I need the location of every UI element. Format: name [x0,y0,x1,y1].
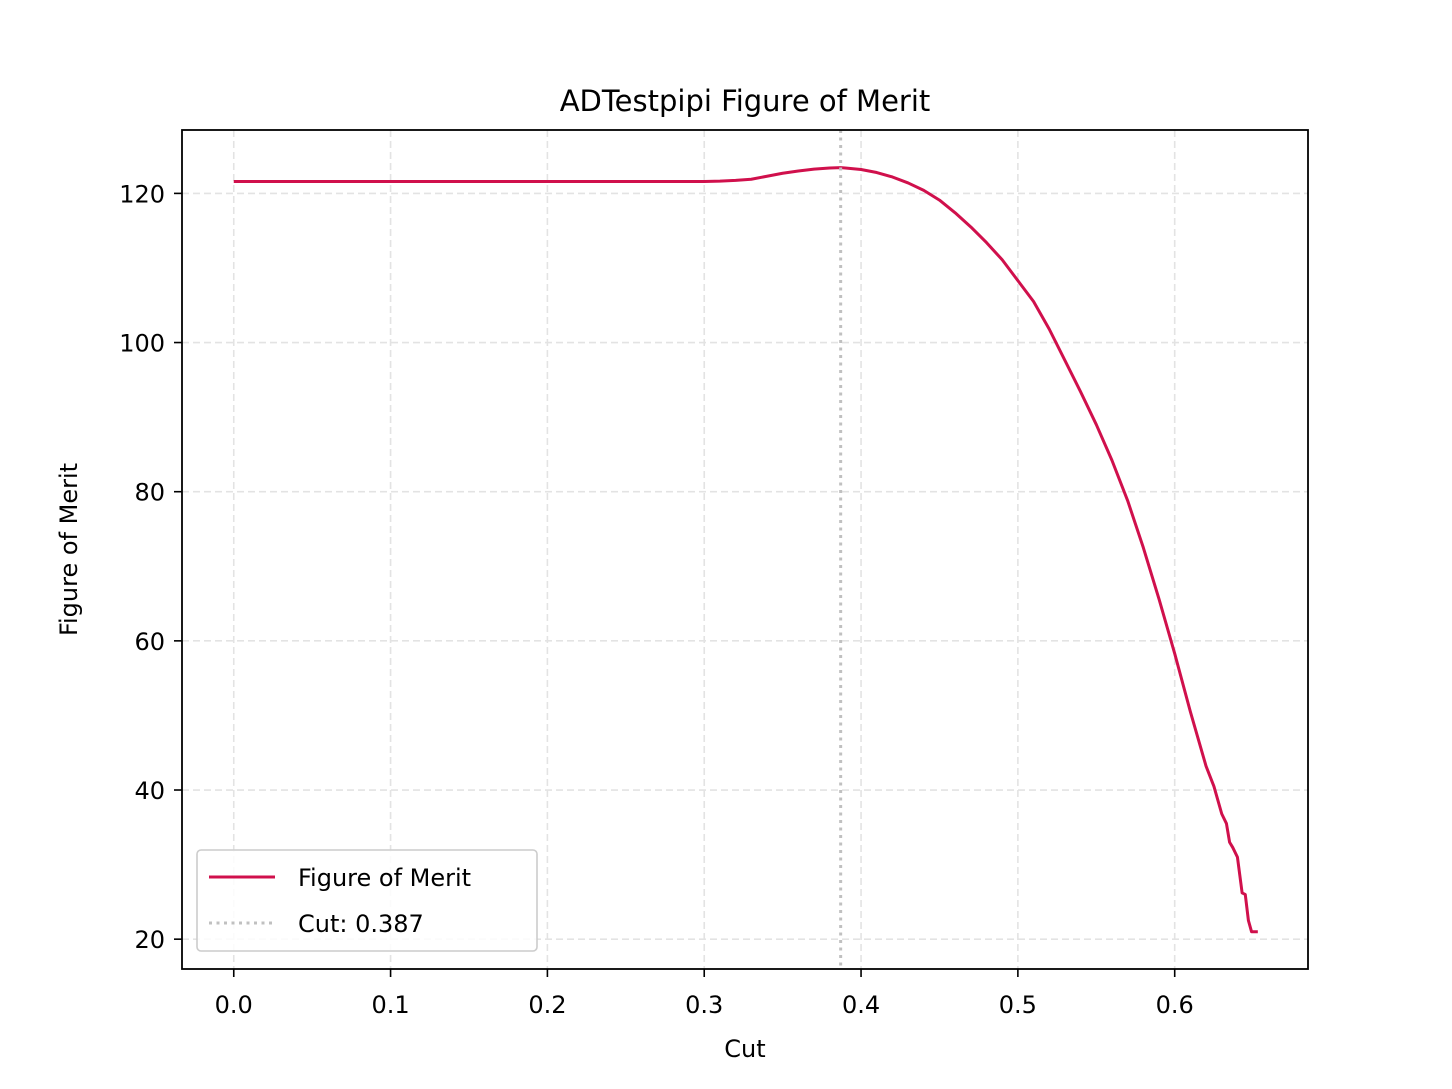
x-tick-label: 0.6 [1156,991,1194,1019]
y-tick-label: 120 [119,180,165,208]
series-area [233,130,1258,969]
plot-frame [181,129,1309,970]
chart-title: ADTestpipi Figure of Merit [560,84,931,118]
x-axis-label: Cut [724,1035,765,1063]
y-tick-label: 60 [134,628,165,656]
y-tick-label: 20 [134,926,165,954]
x-tick-label: 0.0 [215,991,253,1019]
x-tick-label: 0.1 [371,991,409,1019]
y-tick-label: 100 [119,330,165,358]
grid [182,130,1308,969]
x-tick-label: 0.3 [685,991,723,1019]
legend-box [196,849,538,952]
x-tick-label: 0.2 [528,991,566,1019]
legend-label-cut: Cut: 0.387 [298,910,424,938]
x-tick-label: 0.4 [842,991,880,1019]
x-tick-label: 0.5 [999,991,1037,1019]
y-axis-label: Figure of Merit [55,463,83,636]
y-tick-label: 80 [134,479,165,507]
legend: Figure of Merit Cut: 0.387 [196,849,538,952]
series-line-figure-of-merit [233,166,1258,934]
legend-label-figure-of-merit: Figure of Merit [298,864,471,892]
y-tick-label: 40 [134,777,165,805]
axis-ticks: 0.0 0.1 0.2 0.3 0.4 0.5 0.6 20 40 60 80 100 120 [119,180,1194,1019]
